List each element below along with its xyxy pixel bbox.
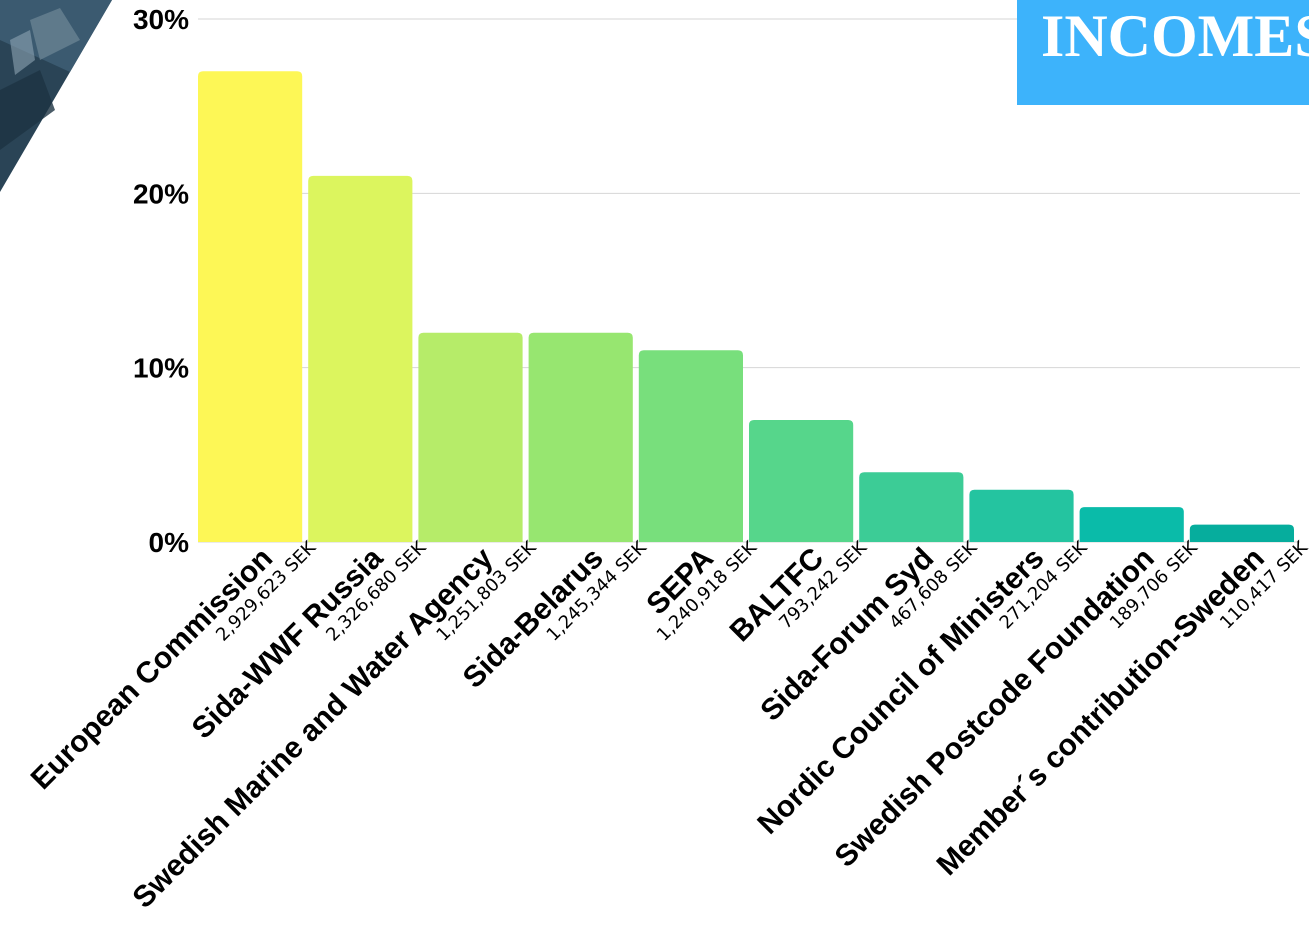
bar-2	[308, 175, 413, 542]
bar-1	[198, 71, 303, 543]
bar-7	[859, 472, 964, 542]
bar-6	[749, 419, 854, 542]
y-tick-label-30: 30%	[133, 4, 189, 35]
y-axis-ticks: 0% 10% 20% 30%	[133, 4, 189, 558]
bar-4	[528, 332, 633, 542]
y-tick-label-10: 10%	[133, 353, 189, 384]
corner-photo	[0, 0, 120, 200]
corner-photo-graphic	[0, 0, 112, 192]
bar-3	[418, 332, 523, 542]
bar-9	[1079, 507, 1184, 542]
y-tick-label-20: 20%	[133, 178, 189, 209]
bar-5	[638, 350, 743, 542]
bars	[198, 71, 1294, 543]
bar-8	[969, 489, 1074, 542]
chart-title: INCOMES	[1041, 3, 1309, 69]
title-badge: INCOMES	[1017, 0, 1309, 105]
bar-10	[1189, 524, 1294, 542]
y-tick-label-0: 0%	[149, 527, 190, 558]
